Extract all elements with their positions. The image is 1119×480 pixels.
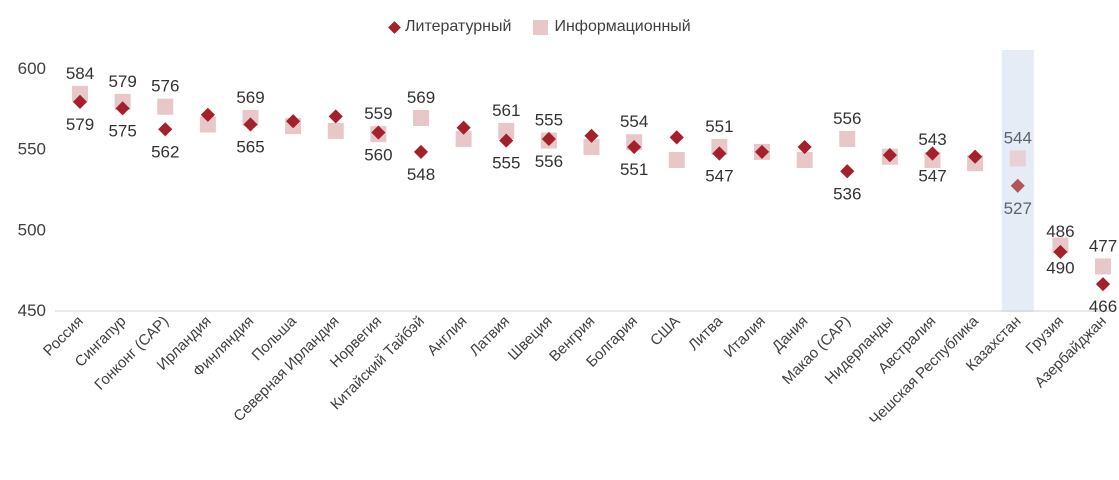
data-label: 584 (66, 64, 94, 83)
data-label: 569 (407, 88, 435, 107)
lit-point (286, 114, 301, 129)
info-point (1009, 150, 1026, 167)
lit-point (413, 144, 429, 159)
data-label: 490 (1046, 258, 1074, 277)
data-label: 486 (1046, 222, 1074, 241)
legend-item-info: Информационный (533, 18, 691, 36)
x-tick-label: Литва (685, 312, 727, 354)
data-label: 466 (1089, 297, 1117, 316)
data-label: 543 (918, 130, 946, 149)
data-label: 548 (407, 165, 435, 184)
lit-point (669, 130, 684, 145)
lit-point (499, 133, 514, 148)
data-label: 555 (535, 111, 563, 130)
info-point (199, 116, 216, 133)
lit-point (627, 139, 642, 155)
data-label: 561 (492, 101, 520, 120)
data-label: 559 (364, 104, 392, 123)
data-label: 477 (1089, 236, 1117, 255)
lit-point (456, 120, 471, 135)
data-label: 576 (151, 77, 179, 96)
lit-point (712, 146, 727, 161)
lit-point (1053, 244, 1068, 259)
lit-point (840, 164, 855, 179)
info-point (1095, 258, 1111, 275)
lit-point (1095, 277, 1111, 292)
data-label: 527 (1004, 199, 1032, 218)
data-label: 536 (833, 184, 861, 203)
data-label: 575 (108, 121, 136, 140)
lit-point (158, 122, 173, 137)
info-point (455, 130, 472, 147)
x-tick-label: Англия (424, 313, 470, 359)
data-label: 556 (535, 152, 563, 171)
data-label: 544 (1004, 128, 1032, 147)
lit-point (797, 139, 812, 155)
y-tick-label: 450 (18, 301, 46, 320)
lit-point (541, 131, 556, 147)
info-point (796, 151, 813, 168)
data-label: 562 (151, 142, 179, 161)
info-point (72, 85, 88, 102)
info-point (498, 122, 515, 139)
data-label: 555 (492, 154, 520, 173)
lit-point (328, 109, 343, 124)
lit-point (882, 148, 897, 163)
info-point (668, 151, 685, 168)
x-tick-label: Гонконг (САР) (91, 313, 172, 394)
data-label: 547 (705, 167, 733, 186)
data-label: 579 (66, 115, 94, 134)
data-label: 565 (236, 137, 264, 156)
y-tick-label: 500 (18, 220, 46, 239)
info-point (327, 122, 344, 139)
y-tick-label: 600 (18, 59, 46, 78)
lit-point (1010, 178, 1025, 193)
data-label: 554 (620, 112, 648, 131)
x-tick-label: Италия (721, 313, 769, 361)
lit-point (925, 146, 940, 161)
data-label: 560 (364, 146, 392, 165)
data-label: 556 (833, 109, 861, 128)
data-label: 579 (108, 72, 136, 91)
y-tick-label: 550 (18, 140, 46, 159)
legend: Литературный Информационный (388, 18, 691, 36)
legend-item-lit: Литературный (388, 18, 511, 36)
lit-point (754, 144, 770, 159)
square-icon (533, 19, 549, 35)
lit-point (584, 128, 599, 143)
info-point (157, 98, 174, 115)
lit-point (968, 149, 983, 164)
info-point (583, 139, 600, 156)
info-point (413, 110, 429, 127)
data-label: 569 (236, 88, 264, 107)
info-point (839, 130, 856, 147)
x-tick-label: США (647, 313, 683, 349)
data-label: 551 (620, 160, 648, 179)
data-label: 551 (705, 117, 733, 136)
data-label: 547 (918, 167, 946, 186)
